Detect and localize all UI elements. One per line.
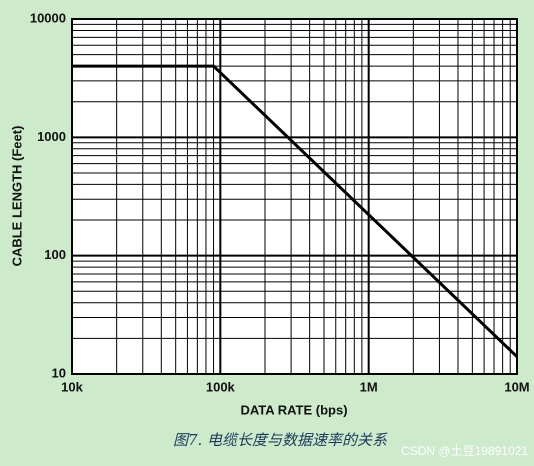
x-tick-label: 10M — [504, 379, 529, 394]
x-axis-label: DATA RATE (bps) — [240, 402, 347, 417]
y-tick-label: 10000 — [30, 10, 66, 25]
y-tick-label: 1000 — [37, 129, 66, 144]
y-axis-label: CABLE LENGTH (Feet) — [9, 126, 24, 267]
x-tick-label: 100k — [206, 379, 236, 394]
data-line — [72, 64, 519, 358]
x-tick-label: 1M — [360, 379, 378, 394]
y-tick-label: 100 — [44, 247, 66, 262]
plot-area — [72, 19, 517, 374]
x-tick-label: 10k — [61, 379, 83, 394]
caption: 图7. 电缆长度与数据速率的关系 — [173, 431, 388, 449]
watermark: CSDN @土豆19891021 — [401, 444, 528, 458]
y-tick-label: 10 — [52, 365, 66, 380]
plot-border — [71, 18, 518, 375]
